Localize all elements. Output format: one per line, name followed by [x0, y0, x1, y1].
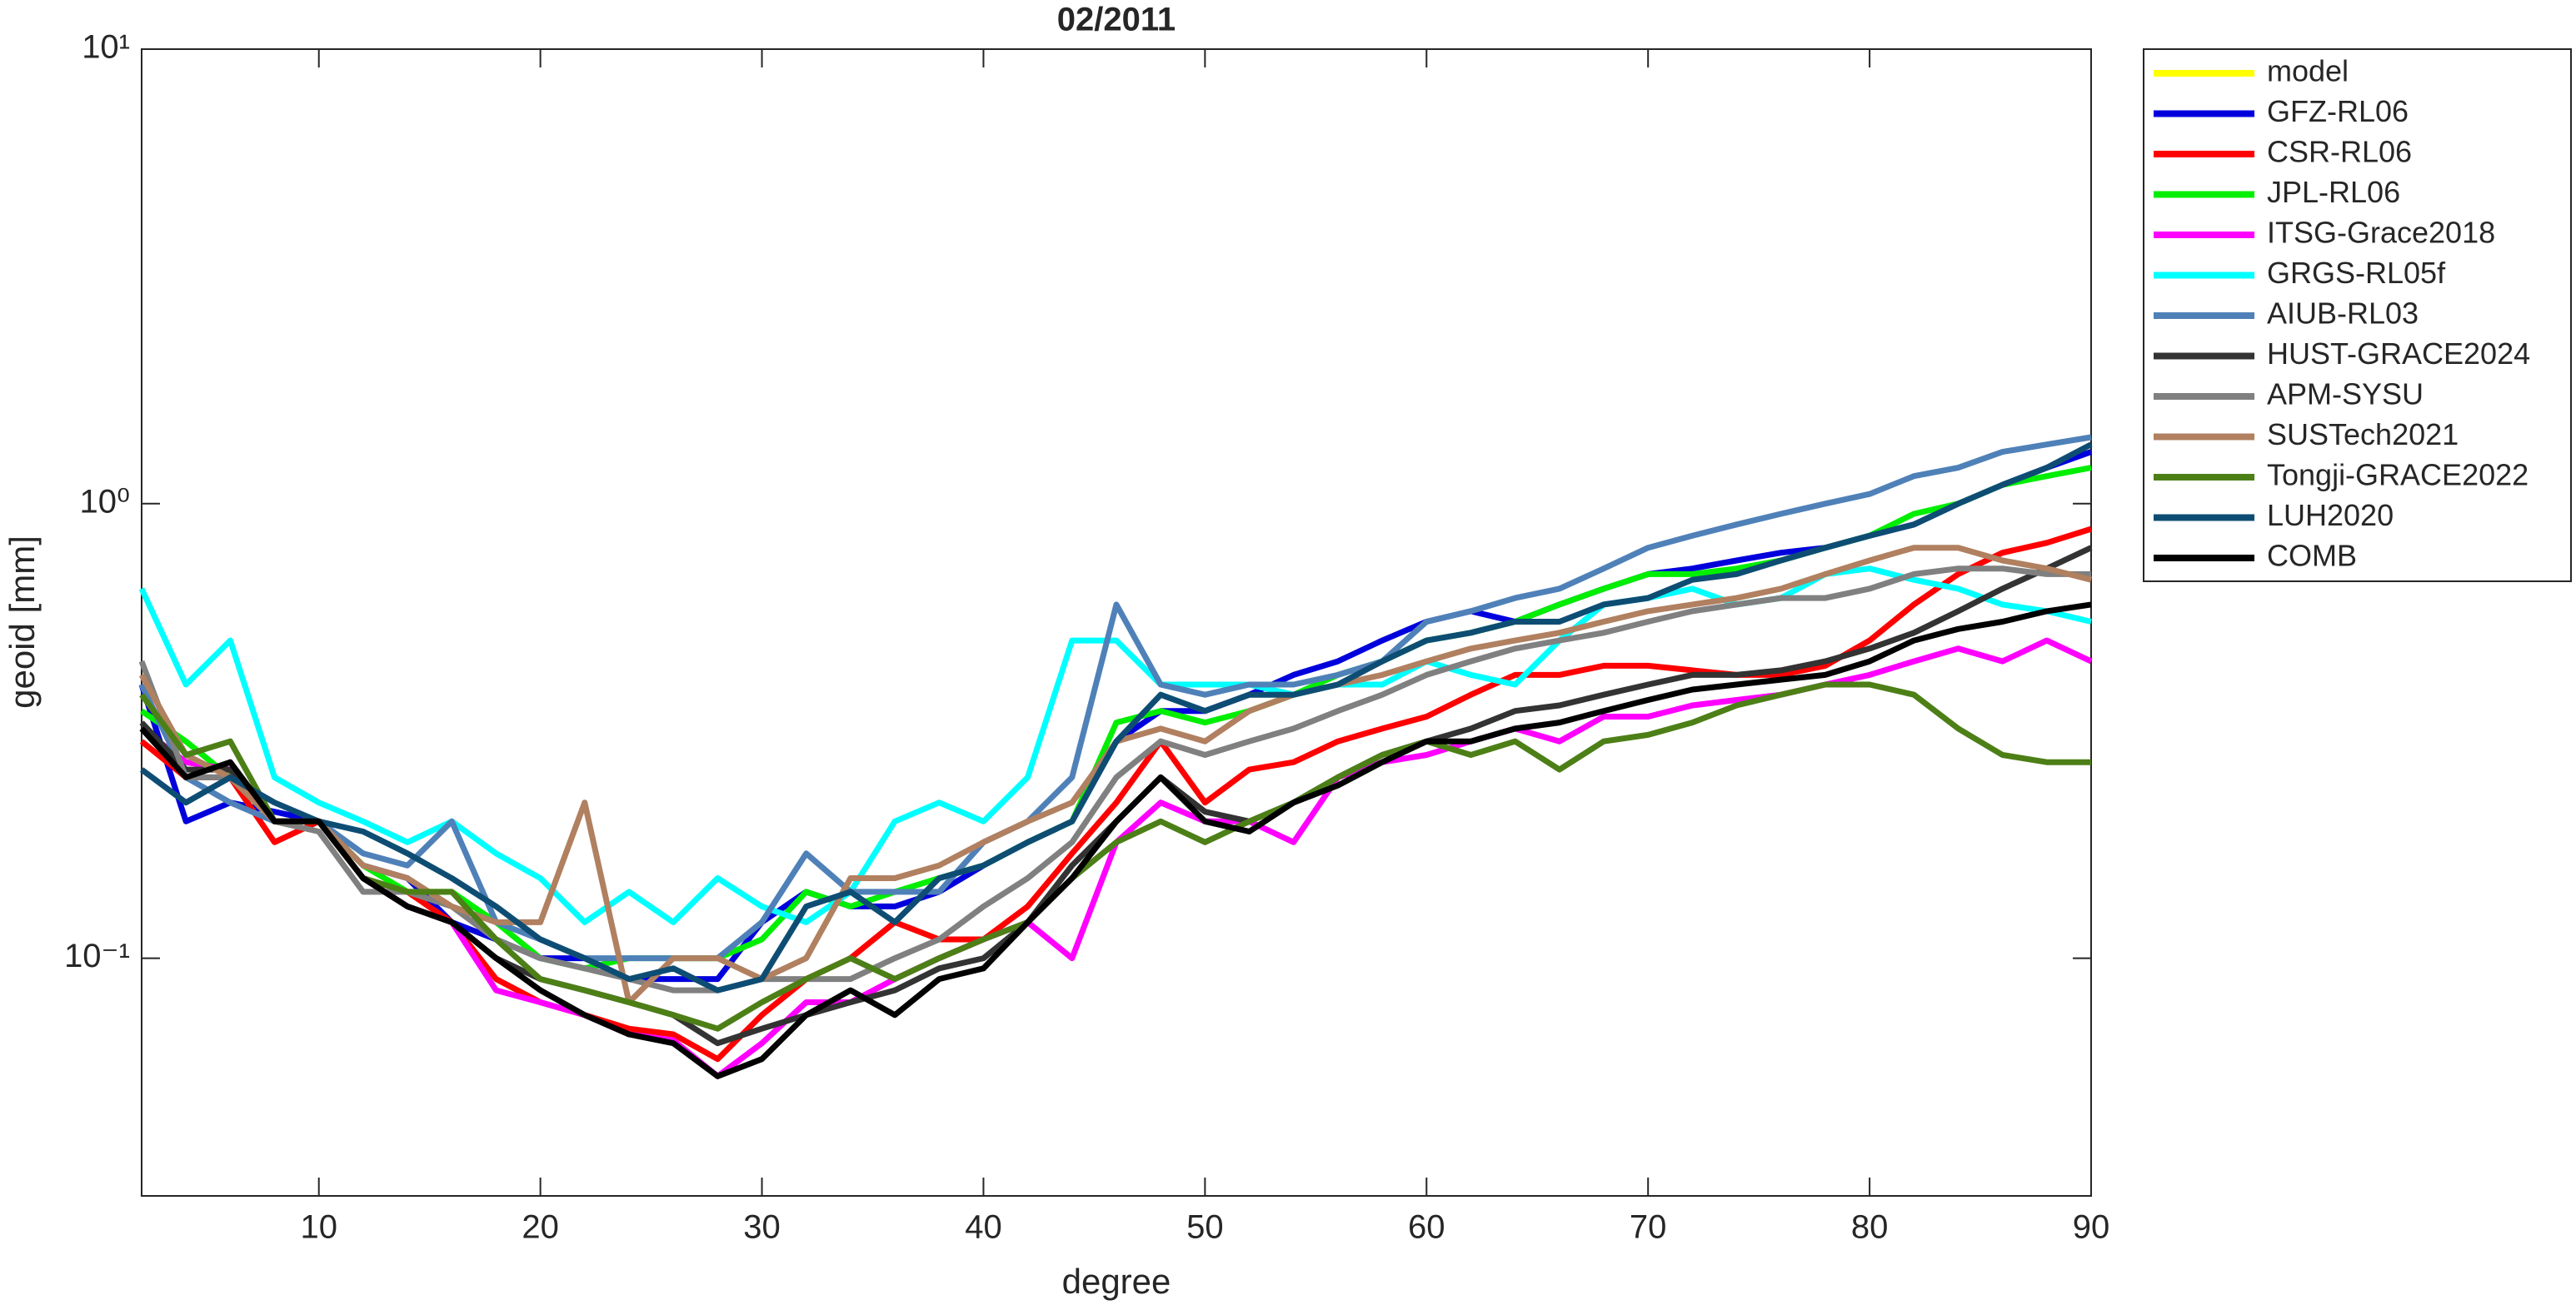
legend-label: ITSG-Grace2018: [2267, 216, 2495, 250]
legend-label: GRGS-RL05f: [2267, 256, 2446, 290]
series-line: [139, 681, 2091, 1032]
legend-label: APM-SYSU: [2267, 377, 2424, 411]
series-line: [139, 441, 2093, 994]
x-tick-label: 60: [1408, 1209, 1445, 1246]
plot-frame: [141, 48, 2092, 1197]
series-line: [138, 434, 2092, 962]
legend-label: CSR-RL06: [2267, 135, 2412, 169]
legend-label: LUH2020: [2267, 498, 2394, 532]
x-tick-label: 80: [1851, 1209, 1889, 1246]
chart-title: 02/2011: [1057, 2, 1176, 38]
legend-label: GFZ-RL06: [2267, 94, 2409, 128]
legend-label: HUST-GRACE2024: [2267, 336, 2530, 371]
x-axis-label: degree: [1062, 1262, 1171, 1301]
x-tick-label: 70: [1630, 1209, 1667, 1246]
x-tick-label: 90: [2073, 1209, 2110, 1246]
legend-label: SUSTech2021: [2267, 417, 2459, 451]
x-tick-label: 10: [300, 1209, 337, 1246]
legend-label: model: [2267, 54, 2349, 88]
legend-label: COMB: [2267, 539, 2357, 573]
y-tick-label: 10⁰: [79, 483, 130, 520]
legend-label: AIUB-RL03: [2267, 296, 2419, 331]
legend-label: Tongji-GRACE2022: [2267, 458, 2529, 492]
x-tick-label: 50: [1186, 1209, 1224, 1246]
y-tick-label: 10⁻¹: [64, 938, 130, 974]
series-line: [138, 565, 2091, 994]
x-tick-label: 40: [965, 1209, 1002, 1246]
x-tick-label: 30: [743, 1209, 781, 1246]
legend-label: JPL-RL06: [2267, 175, 2400, 209]
series-line: [139, 601, 2092, 1079]
y-axis-label: geoid [mm]: [2, 535, 42, 709]
y-tick-label: 10¹: [82, 29, 130, 66]
x-tick-label: 20: [522, 1209, 559, 1246]
